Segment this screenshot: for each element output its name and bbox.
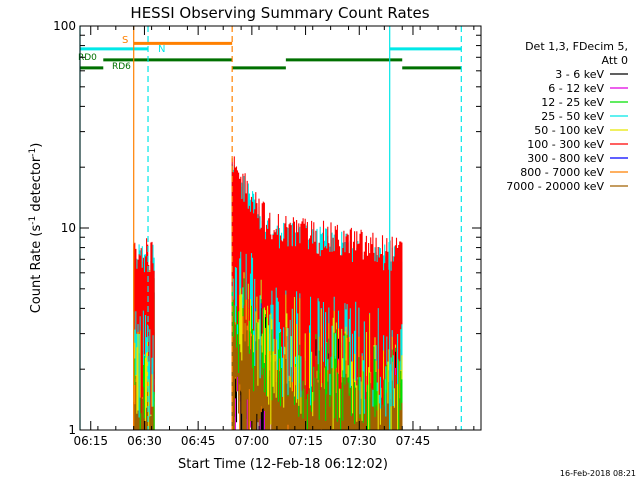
x-tick-label-0: 06:15 — [73, 434, 108, 448]
y-tick-label-0: 1 — [68, 423, 76, 437]
flag-label-0: S — [122, 35, 128, 46]
axis-ticks: 06:15 06:30 06:45 07:00 07:15 07:30 07:45 1 10 10… — [53, 19, 481, 448]
legend-label-1: 6 - 12 keV — [548, 82, 604, 95]
x-tick-label-6: 07:45 — [396, 434, 431, 448]
legend-label-4: 50 - 100 keV — [534, 124, 604, 137]
x-tick-label-2: 06:45 — [181, 434, 216, 448]
series-trace-5 — [231, 156, 403, 405]
legend-label-3: 25 - 50 keV — [541, 110, 604, 123]
legend-header-1: Att 0 — [602, 54, 628, 67]
chart-title: HESSI Observing Summary Count Rates — [130, 4, 429, 22]
legend-label-5: 100 - 300 keV — [527, 138, 604, 151]
flag-label-1: N — [158, 44, 165, 55]
x-tick-label-1: 06:30 — [127, 434, 162, 448]
legend-label-8: 7000 - 20000 keV — [506, 180, 604, 193]
x-tick-label-3: 07:00 — [235, 434, 270, 448]
y-tick-label-1: 10 — [61, 221, 76, 235]
data-layer — [133, 156, 403, 430]
legend-label-2: 12 - 25 keV — [541, 96, 604, 109]
footer-timestamp: 16-Feb-2018 08:21 — [560, 469, 636, 478]
x-axis-label: Start Time (12-Feb-18 06:12:02) — [178, 457, 388, 472]
legend-label-7: 800 - 7000 keV — [520, 166, 604, 179]
legend-label-6: 300 - 800 keV — [527, 152, 604, 165]
x-tick-label-4: 07:15 — [288, 434, 323, 448]
flag-label-2: RD0 — [78, 53, 97, 63]
x-tick-label-5: 07:30 — [342, 434, 377, 448]
flag-label-3: RD6 — [112, 62, 131, 72]
y-axis-label: Count Rate (s-1 detector-1) — [28, 143, 44, 314]
y-tick-label-2: 100 — [53, 19, 76, 33]
legend-label-0: 3 - 6 keV — [555, 68, 604, 81]
legend-header-0: Det 1,3, FDecim 5, — [525, 40, 628, 53]
